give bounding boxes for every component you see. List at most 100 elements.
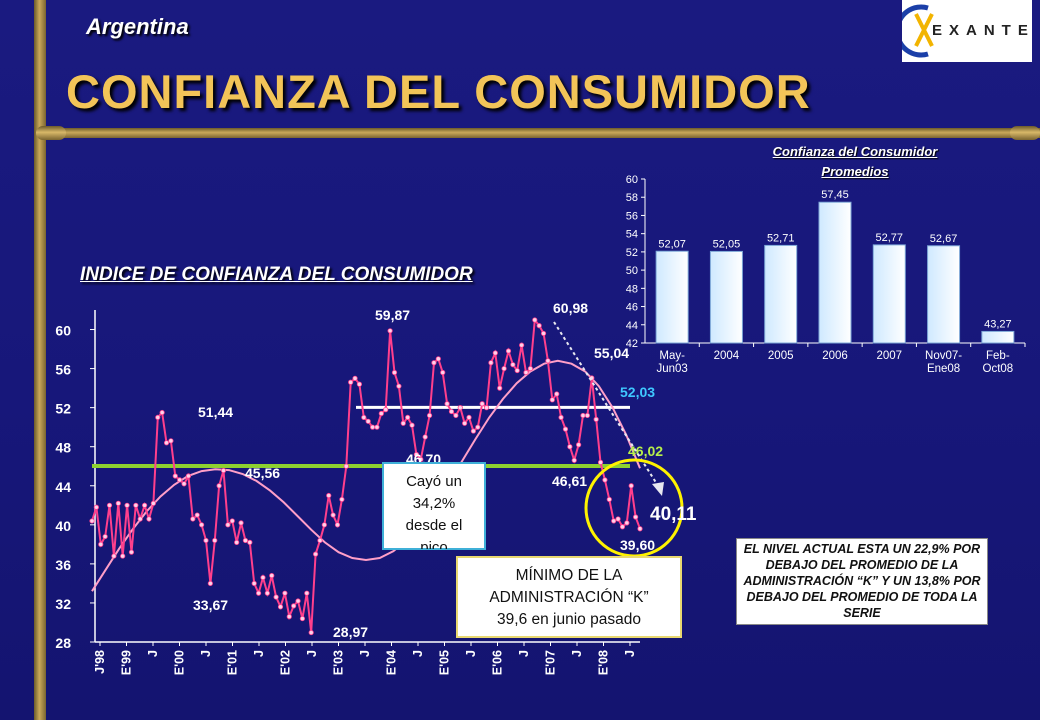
green-line-label: 46,02 xyxy=(628,443,663,459)
data-point xyxy=(234,539,240,546)
data-point xyxy=(361,414,367,421)
y-tick-label: 56 xyxy=(55,362,71,378)
data-point xyxy=(181,481,187,487)
data-point xyxy=(628,483,634,489)
data-point xyxy=(93,504,99,510)
data-point xyxy=(567,444,573,450)
data-point xyxy=(597,459,604,465)
data-point xyxy=(133,502,139,508)
data-point xyxy=(352,375,358,381)
bar-cap-left xyxy=(36,126,66,140)
bar-cap-right xyxy=(1010,126,1040,140)
data-point xyxy=(163,440,170,446)
data-point xyxy=(510,362,516,368)
minimum-callout-line: MÍNIMO DE LA xyxy=(516,567,623,584)
data-point xyxy=(124,502,130,508)
y-tick-label: 36 xyxy=(55,557,71,573)
data-point xyxy=(383,406,389,413)
data-point xyxy=(554,391,560,397)
data-point xyxy=(527,365,534,372)
data-point xyxy=(207,580,213,587)
data-point xyxy=(185,473,192,479)
data-point xyxy=(448,408,455,415)
x-tick-label: J xyxy=(252,650,266,657)
data-point xyxy=(413,451,420,458)
logo-text: EXANTE xyxy=(932,22,1035,39)
drop-callout-line: desde el xyxy=(406,517,463,534)
data-point xyxy=(172,473,178,479)
data-point xyxy=(440,369,446,376)
data-point xyxy=(615,516,621,522)
y-tick-label: 52 xyxy=(55,401,71,417)
white-line-label: 52,03 xyxy=(620,384,655,400)
data-point xyxy=(168,438,174,444)
data-point xyxy=(334,522,341,528)
main-chart-title: INDICE DE CONFIANZA DEL CONSUMIDOR xyxy=(80,264,473,285)
data-point xyxy=(238,520,244,526)
data-point xyxy=(400,420,406,426)
x-tick-label: E'02 xyxy=(279,650,293,675)
data-point xyxy=(291,603,297,609)
data-point xyxy=(102,533,108,540)
drop-callout-box xyxy=(382,462,486,550)
data-point xyxy=(505,348,512,354)
data-point xyxy=(536,323,542,329)
data-point xyxy=(405,414,411,421)
data-point xyxy=(532,317,538,323)
data-point xyxy=(199,522,205,528)
data-point xyxy=(488,360,494,366)
data-point xyxy=(466,414,472,421)
data-point xyxy=(242,537,249,544)
point-label: 59,87 xyxy=(375,307,410,323)
data-point xyxy=(562,426,569,432)
minimum-callout-line: ADMINISTRACIÓN “K” xyxy=(489,589,648,606)
data-point xyxy=(326,492,332,499)
data-point xyxy=(470,428,477,434)
data-point xyxy=(523,369,529,376)
y-tick-label: 32 xyxy=(55,596,71,612)
data-point xyxy=(128,549,135,555)
inset-chart-title-line1: Confianza del Consumidor xyxy=(772,144,938,159)
x-tick-label: E'06 xyxy=(491,650,505,675)
y-tick-label: 44 xyxy=(55,479,71,495)
data-point xyxy=(98,541,104,547)
x-tick-label: J xyxy=(570,650,584,657)
data-point xyxy=(89,518,95,524)
data-point xyxy=(312,551,319,557)
point-label: 55,04 xyxy=(594,345,629,361)
data-point xyxy=(269,572,275,579)
x-tick-label: J xyxy=(411,650,425,657)
data-point xyxy=(444,401,450,407)
data-point xyxy=(435,356,441,362)
minimum-callout-box xyxy=(456,556,682,638)
data-point xyxy=(611,518,617,524)
data-point xyxy=(343,463,349,469)
data-point xyxy=(260,574,266,581)
data-point xyxy=(177,477,183,483)
data-point xyxy=(159,409,165,416)
data-point xyxy=(304,590,310,596)
drop-callout-line: pico xyxy=(420,539,448,556)
data-point xyxy=(576,442,582,448)
x-tick-label: J xyxy=(305,650,319,657)
drop-callout-text: Cayó un 34,2% desde el pico xyxy=(406,473,463,556)
data-point xyxy=(106,502,113,508)
data-point xyxy=(619,524,626,530)
data-point xyxy=(348,379,354,385)
x-tick-label: J xyxy=(199,650,213,657)
data-point xyxy=(365,418,371,424)
data-point xyxy=(282,590,288,596)
data-point xyxy=(203,537,209,544)
data-point xyxy=(497,385,503,391)
data-point xyxy=(558,414,564,421)
analysis-note: EL NIVEL ACTUAL ESTA UN 22,9% POR DEBAJO… xyxy=(736,538,988,625)
current-value-label: 40,11 xyxy=(650,504,697,525)
data-point xyxy=(255,590,262,596)
data-point xyxy=(418,456,424,462)
data-point xyxy=(409,422,415,428)
data-point xyxy=(150,500,156,506)
inset-chart-title: Confianza del Consumidor Promedios xyxy=(700,142,1010,182)
data-point xyxy=(426,412,433,419)
data-point xyxy=(251,580,257,587)
data-point xyxy=(584,412,590,419)
